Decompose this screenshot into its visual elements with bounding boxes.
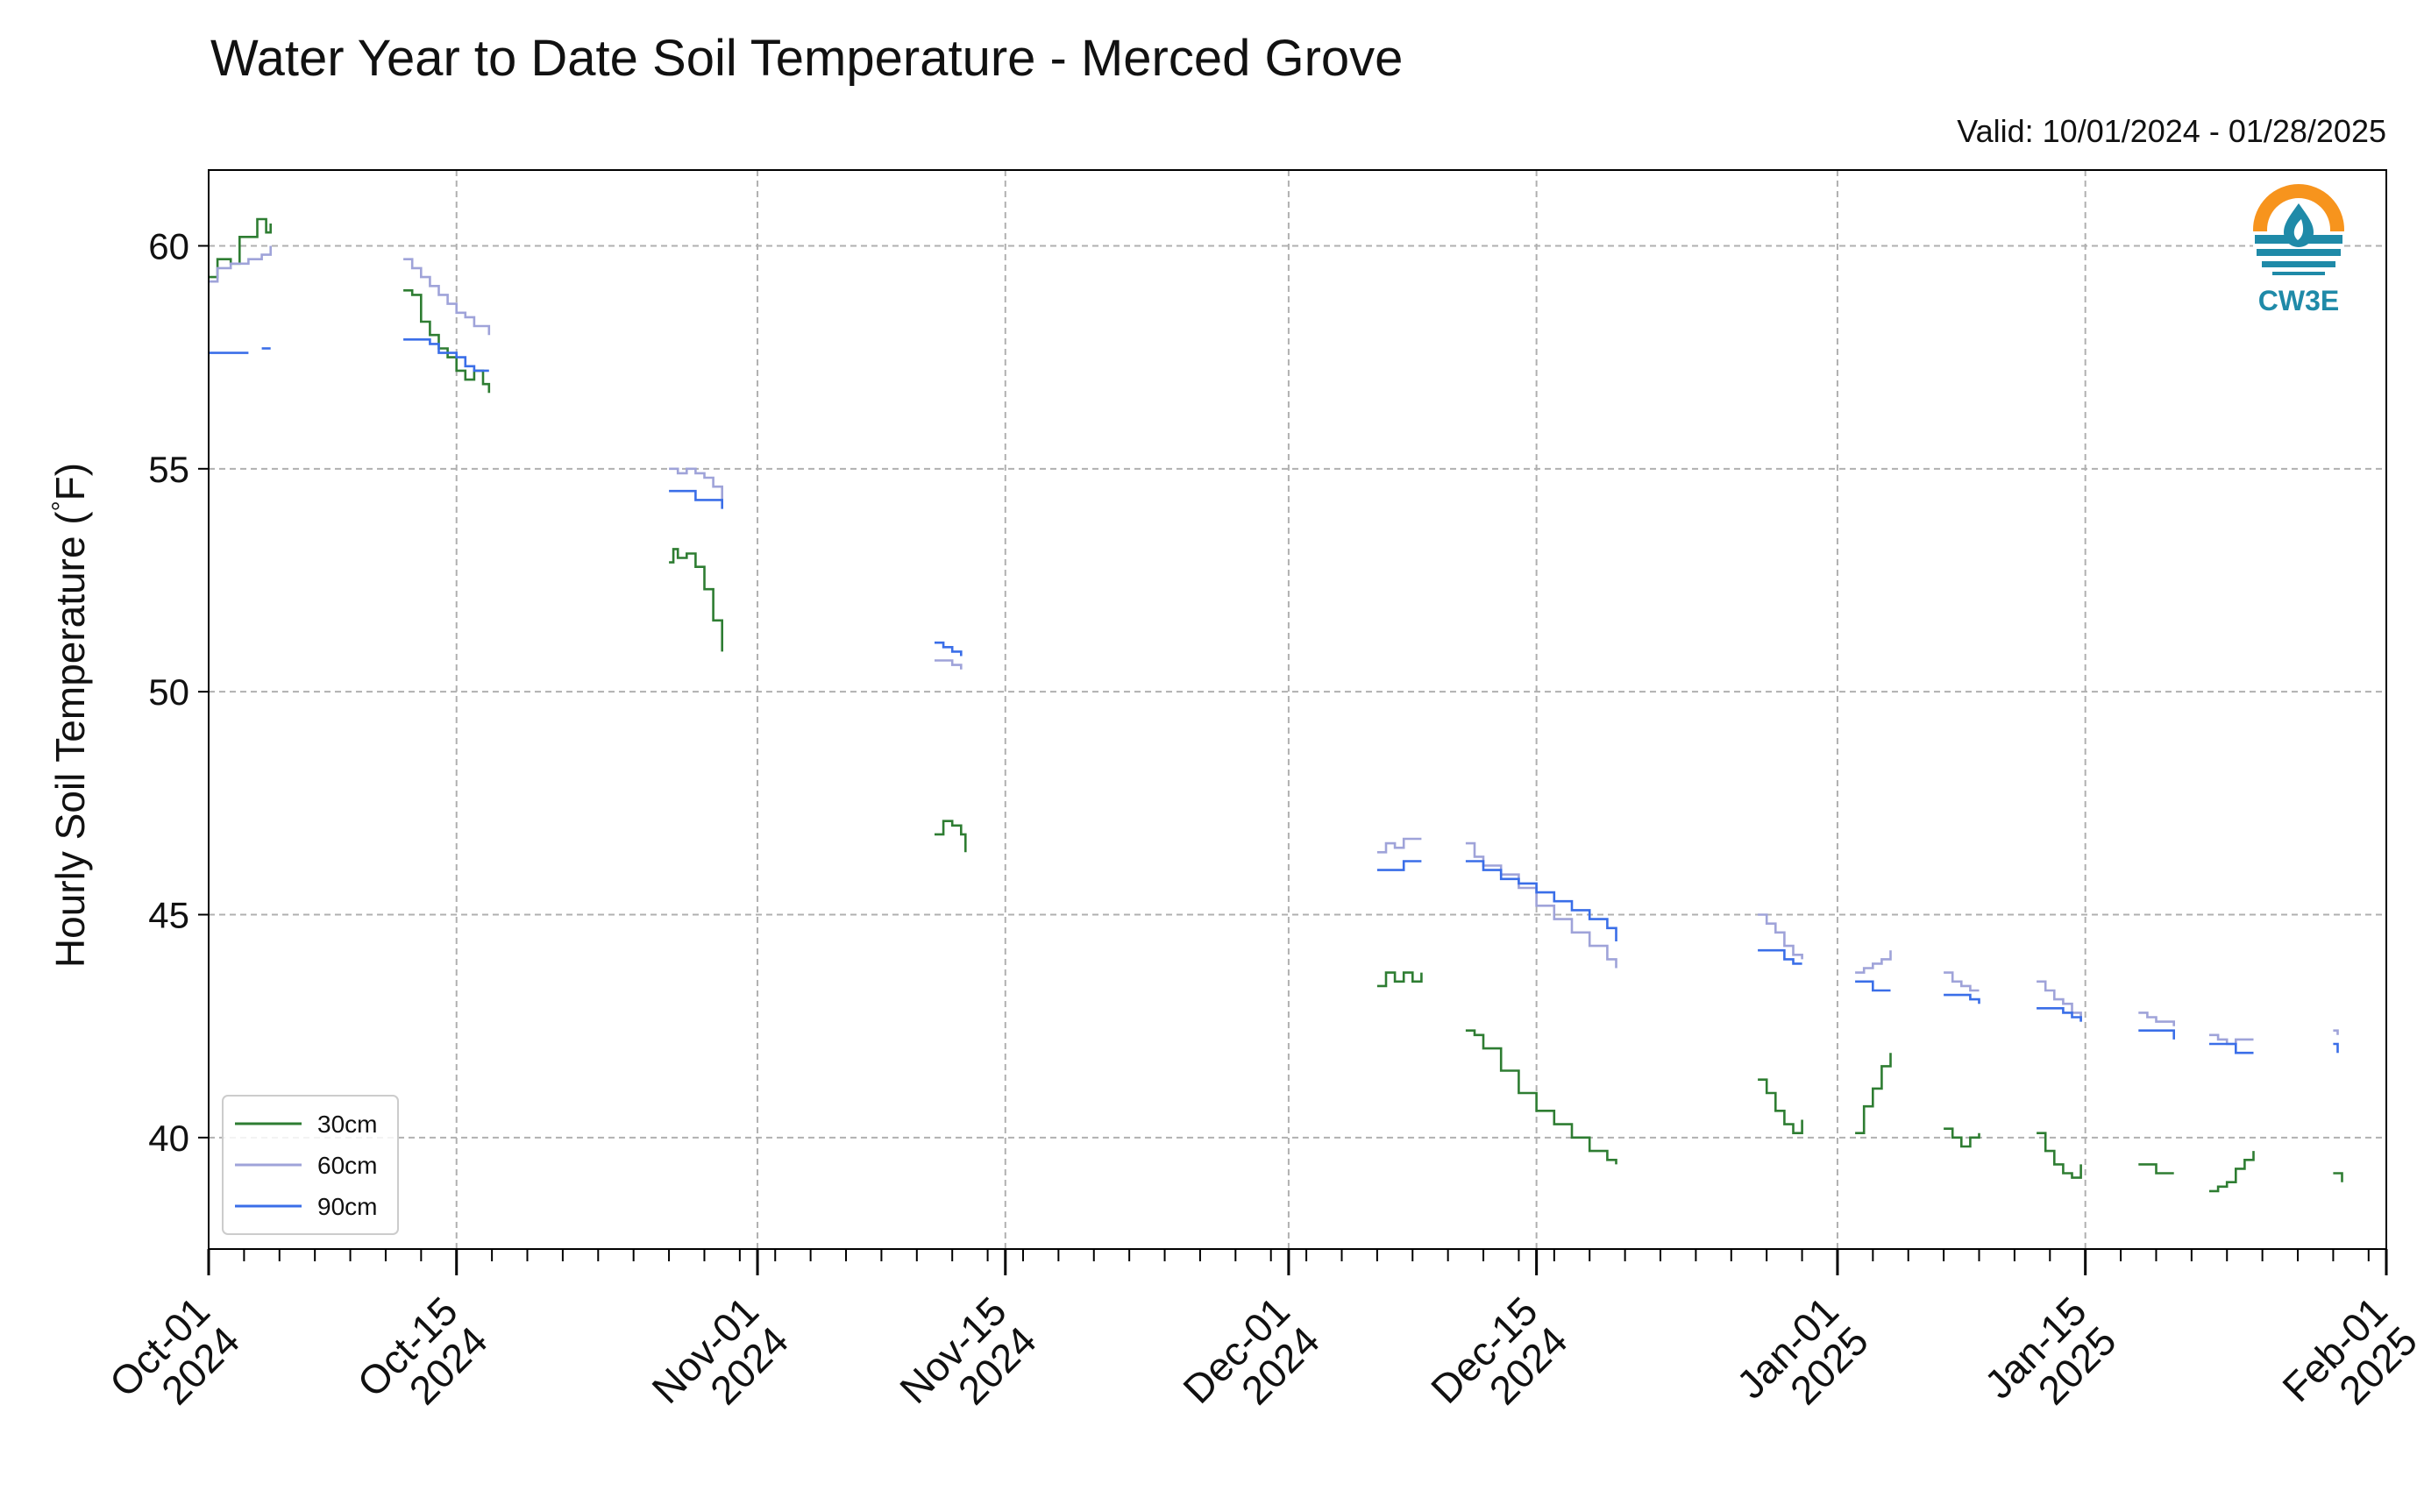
y-tick-label: 60	[148, 225, 189, 266]
series-line-60cm	[669, 467, 723, 500]
series-60cm	[209, 245, 2339, 1046]
series-line-30cm	[1855, 1053, 1892, 1134]
legend-label-90cm: 90cm	[317, 1193, 377, 1220]
series-line-30cm	[2333, 1172, 2343, 1182]
y-axis-label-text: Hourly Soil Temperature (	[47, 511, 93, 968]
series-line-60cm	[1758, 913, 1803, 960]
grid-lines	[209, 170, 2386, 1249]
legend: 30cm 60cm 90cm	[222, 1095, 399, 1235]
y-axis-label: Hourly Soil Temperature (°F)	[47, 463, 93, 968]
series-line-90cm	[935, 641, 963, 657]
series-line-60cm	[403, 258, 491, 336]
series-line-60cm	[209, 245, 272, 283]
legend-box	[222, 1095, 399, 1235]
y-tick-label: 45	[148, 894, 189, 935]
y-axis-label-degree: °	[47, 500, 76, 511]
series-line-30cm	[2037, 1132, 2082, 1179]
logo-water-waves	[2255, 235, 2342, 275]
cw3e-logo: CW3E	[2253, 184, 2344, 316]
series-line-30cm	[209, 217, 272, 279]
series-lines	[209, 217, 2343, 1193]
series-line-90cm	[1855, 980, 1891, 992]
series-line-60cm	[935, 659, 963, 670]
legend-items: 30cm 60cm 90cm	[235, 1111, 377, 1220]
series-line-60cm	[2333, 1029, 2339, 1035]
logo-drop-swirl	[2293, 219, 2304, 240]
series-line-30cm	[1758, 1078, 1803, 1134]
series-line-90cm	[1376, 860, 1422, 871]
series-line-60cm	[1376, 837, 1422, 854]
series-line-90cm	[2037, 1007, 2082, 1022]
series-line-90cm	[403, 338, 489, 373]
series-line-60cm	[2037, 980, 2082, 1022]
series-line-30cm	[2138, 1163, 2174, 1175]
series-line-30cm	[1944, 1127, 1980, 1148]
series-line-60cm	[1465, 841, 1617, 969]
series-line-30cm	[669, 548, 723, 652]
series-line-60cm	[2138, 1012, 2175, 1026]
series-line-30cm	[1376, 971, 1423, 988]
series-line-90cm	[1758, 948, 1802, 965]
series-90cm	[209, 338, 2339, 1054]
series-line-90cm	[669, 489, 723, 509]
series-line-90cm	[1465, 860, 1617, 941]
legend-label-60cm: 60cm	[317, 1152, 377, 1179]
plot-frame	[208, 169, 2387, 1250]
axes	[208, 169, 2387, 1250]
legend-label-30cm: 30cm	[317, 1111, 377, 1138]
y-tick-label: 50	[148, 671, 189, 713]
series-line-30cm	[935, 820, 967, 853]
series-line-90cm	[2138, 1029, 2175, 1040]
y-axis-label-unit: F)	[47, 463, 93, 500]
series-line-90cm	[2209, 1042, 2254, 1054]
series-line-90cm	[2333, 1042, 2339, 1054]
series-line-60cm	[1944, 971, 1980, 992]
chart-title: Water Year to Date Soil Temperature - Me…	[210, 30, 1403, 87]
series-line-30cm	[2209, 1151, 2255, 1193]
series-line-30cm	[1465, 1029, 1617, 1165]
logo-text: CW3E	[2258, 285, 2339, 316]
y-tick-label: 55	[148, 449, 189, 490]
series-line-90cm	[1944, 993, 1980, 1004]
y-tick-label: 40	[148, 1118, 189, 1159]
chart-subtitle: Valid: 10/01/2024 - 01/28/2025	[1957, 113, 2386, 149]
series-line-60cm	[1855, 950, 1892, 974]
